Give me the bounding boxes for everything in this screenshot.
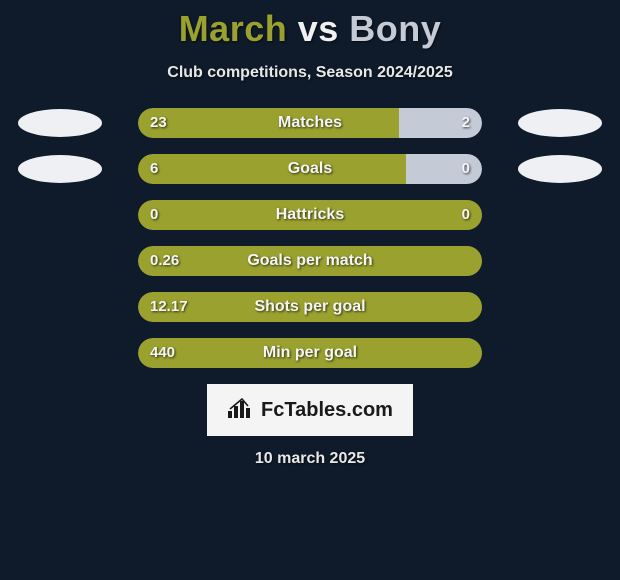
bar-track: Min per goal440 (138, 338, 482, 368)
player1-badge (18, 109, 102, 137)
bar-track: Goals60 (138, 154, 482, 184)
date-label: 10 march 2025 (0, 450, 620, 468)
bar-track: Shots per goal12.17 (138, 292, 482, 322)
stat-row: Min per goal440 (0, 338, 620, 368)
bar-segment-left (138, 200, 482, 230)
bar-segment-left (138, 246, 482, 276)
stat-row: Shots per goal12.17 (0, 292, 620, 322)
player2-badge (518, 109, 602, 137)
title-player2: Bony (349, 8, 441, 49)
bars-icon (227, 397, 255, 424)
bar-segment-left (138, 338, 482, 368)
bar-track: Hattricks00 (138, 200, 482, 230)
bar-segment-right (399, 108, 482, 138)
stat-row: Goals per match0.26 (0, 246, 620, 276)
stat-row: Goals60 (0, 154, 620, 184)
bar-segment-left (138, 292, 482, 322)
title-vs: vs (298, 8, 339, 49)
logo-box: FcTables.com (207, 384, 413, 436)
bar-track: Goals per match0.26 (138, 246, 482, 276)
bar-track: Matches232 (138, 108, 482, 138)
page-title: March vs Bony (0, 0, 620, 50)
stat-row: Matches232 (0, 108, 620, 138)
stats-container: Matches232 Goals60 Hattricks00 Goals per ma… (0, 108, 620, 368)
title-player1: March (179, 8, 288, 49)
stat-row: Hattricks00 (0, 200, 620, 230)
page-root: March vs Bony Club competitions, Season … (0, 0, 620, 580)
bar-segment-left (138, 154, 406, 184)
subtitle: Club competitions, Season 2024/2025 (0, 64, 620, 82)
bar-segment-left (138, 108, 399, 138)
logo-text: FcTables.com (261, 399, 393, 422)
player1-badge (18, 155, 102, 183)
bar-segment-right (406, 154, 482, 184)
player2-badge (518, 155, 602, 183)
